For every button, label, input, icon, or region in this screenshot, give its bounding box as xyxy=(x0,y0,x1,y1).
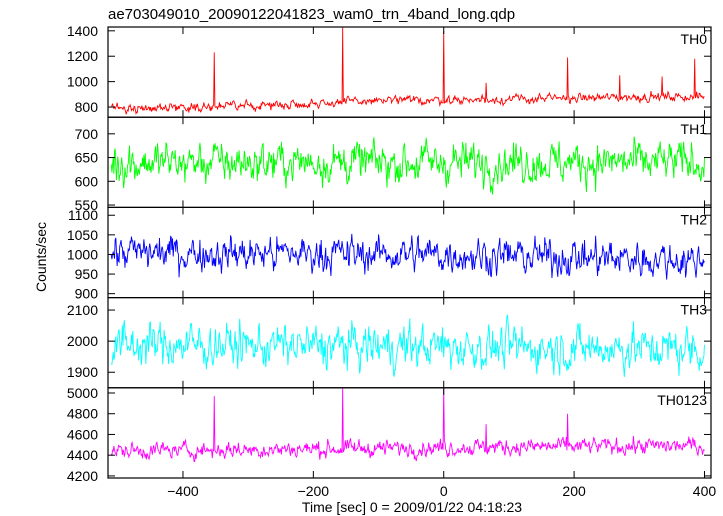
panel-label: TH1 xyxy=(681,121,708,137)
y-tick-label: 2000 xyxy=(67,333,98,349)
series-th2 xyxy=(110,233,705,280)
x-axis: −400 −200 0 200 400 xyxy=(167,483,716,499)
y-tick-label: 1400 xyxy=(67,23,98,39)
y-tick-label: 4800 xyxy=(67,406,98,422)
y-tick-label: 650 xyxy=(75,150,99,166)
series-th0123 xyxy=(110,387,705,463)
y-tick-label: 1900 xyxy=(67,364,98,380)
x-tick-label: −200 xyxy=(298,483,330,499)
y-axis-label: Counts/sec xyxy=(33,222,49,292)
panel-label: TH0 xyxy=(681,31,708,47)
y-tick-label: 700 xyxy=(75,126,99,142)
y-tick-label: 5000 xyxy=(67,385,98,401)
panel-frame xyxy=(107,387,712,479)
y-tick-label: 550 xyxy=(75,197,99,213)
series-th3 xyxy=(110,314,705,377)
y-tick-label: 4600 xyxy=(67,426,98,442)
y-tick-label: 800 xyxy=(75,99,99,115)
chart-title: ae703049010_20090122041823_wam0_trn_4ban… xyxy=(108,6,515,23)
y-tick-label: 4400 xyxy=(67,447,98,463)
y-tick-label: 1000 xyxy=(67,246,98,262)
y-tick-label: 1200 xyxy=(67,48,98,64)
panel-th0: 800 1000 1200 1400 TH0 xyxy=(67,23,712,118)
x-tick-label: 0 xyxy=(440,483,448,499)
series-th1 xyxy=(110,136,705,195)
panel-th0123: 4200 4400 4600 4800 5000 TH0123 xyxy=(67,385,712,484)
y-tick-label: 4200 xyxy=(67,468,98,484)
panel-th3: 1900 2000 2100 TH3 xyxy=(67,297,712,389)
panel-label: TH0123 xyxy=(657,392,707,408)
y-tick-label: 2100 xyxy=(67,302,98,318)
panel-frame xyxy=(107,26,712,118)
panel-th2: 900 950 1000 1050 1100 TH2 xyxy=(67,206,712,302)
panel-th1: 550 600 650 700 TH1 xyxy=(75,116,712,213)
panel-label: TH2 xyxy=(681,211,708,227)
panels-layer: 800 1000 1200 1400 TH0 550 600 650 700 TH1 900 950 1… xyxy=(67,23,712,484)
y-tick-label: 1000 xyxy=(67,74,98,90)
y-tick-label: 1050 xyxy=(67,227,98,243)
panel-label: TH3 xyxy=(681,302,708,318)
x-tick-label: −400 xyxy=(167,483,199,499)
y-tick-label: 900 xyxy=(75,286,99,302)
y-tick-label: 600 xyxy=(75,173,99,189)
x-axis-label: Time [sec] 0 = 2009/01/22 04:18:23 xyxy=(302,499,522,515)
y-tick-label: 1100 xyxy=(68,207,98,223)
x-tick-label: 400 xyxy=(693,483,717,499)
series-th0 xyxy=(111,27,705,116)
y-tick-label: 950 xyxy=(75,266,99,282)
x-tick-label: 200 xyxy=(562,483,586,499)
